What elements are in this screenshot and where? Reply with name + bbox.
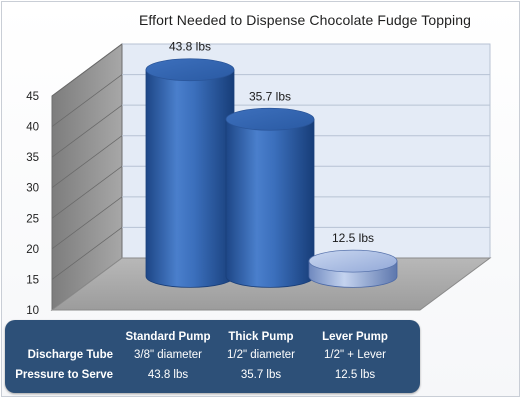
gridline-side	[51, 196, 123, 250]
bar	[308, 249, 398, 288]
chart-title: Effort Needed to Dispense Chocolate Fudg…	[138, 12, 472, 28]
y-tick-label: 45	[26, 91, 39, 103]
summary-table: Standard Pump Thick Pump Lever Pump Disc…	[5, 320, 420, 393]
bar-body	[225, 118, 315, 288]
gridline-side	[51, 227, 123, 280]
gridline-side	[51, 104, 123, 158]
bar-cap	[308, 249, 398, 273]
table-header-thick-pump: Thick Pump	[228, 331, 294, 343]
y-tick-label: 15	[26, 274, 39, 286]
bar-cap	[145, 58, 235, 82]
y-tick-label: 30	[26, 183, 39, 195]
bar	[145, 58, 235, 288]
table-cell: 43.8 lbs	[147, 369, 189, 381]
table-cell: 1/2" + Lever	[324, 349, 386, 361]
table-cell: 1/2" diameter	[226, 349, 296, 361]
table-cell: 35.7 lbs	[240, 369, 282, 381]
data-label: 35.7 lbs	[249, 89, 291, 103]
y-tick-label: 10	[26, 305, 39, 317]
bar-cap	[225, 107, 315, 131]
gridline-side	[51, 135, 123, 189]
row-label-discharge-tube: Discharge Tube	[27, 349, 113, 361]
y-tick-label: 20	[26, 244, 39, 256]
gridline-side	[51, 74, 123, 127]
bar-body	[145, 69, 235, 288]
gridline-side	[51, 165, 123, 219]
y-tick-label: 25	[26, 213, 39, 225]
gridline-side	[51, 43, 123, 97]
table-header-standard-pump: Standard Pump	[125, 331, 211, 343]
data-label: 43.8 lbs	[169, 40, 211, 54]
row-label-pressure-to-serve: Pressure to Serve	[15, 369, 113, 381]
table-cell: 3/8" diameter	[133, 349, 203, 361]
table-cell: 12.5 lbs	[334, 369, 376, 381]
y-tick-label: 40	[26, 122, 39, 134]
bar	[225, 107, 315, 288]
data-label: 12.5 lbs	[332, 231, 374, 245]
y-tick-label: 35	[26, 152, 39, 164]
table-header-lever-pump: Lever Pump	[322, 331, 388, 343]
